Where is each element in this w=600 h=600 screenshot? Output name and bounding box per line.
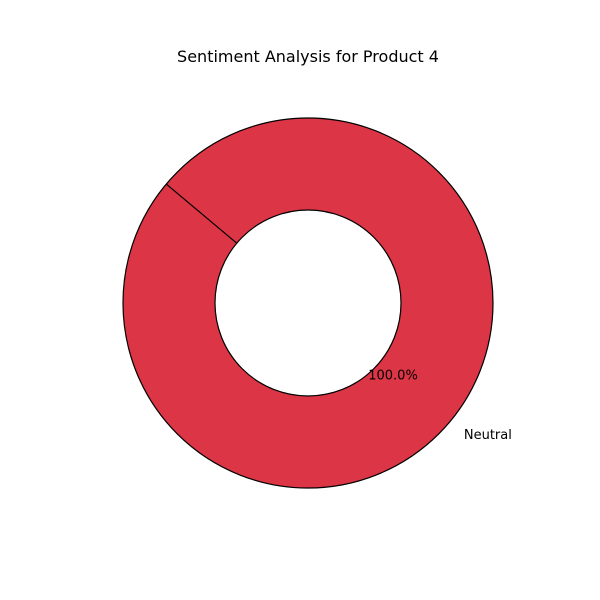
slice-edge-line — [165, 183, 238, 244]
slice-label-neutral: Neutral — [464, 428, 512, 443]
slice-neutral — [122, 117, 494, 489]
slices-group — [122, 117, 494, 489]
slice-percent-label: 100.0% — [368, 368, 418, 383]
labels-group: Neutral 100.0% — [368, 368, 512, 442]
chart-title: Sentiment Analysis for Product 4 — [177, 47, 439, 66]
